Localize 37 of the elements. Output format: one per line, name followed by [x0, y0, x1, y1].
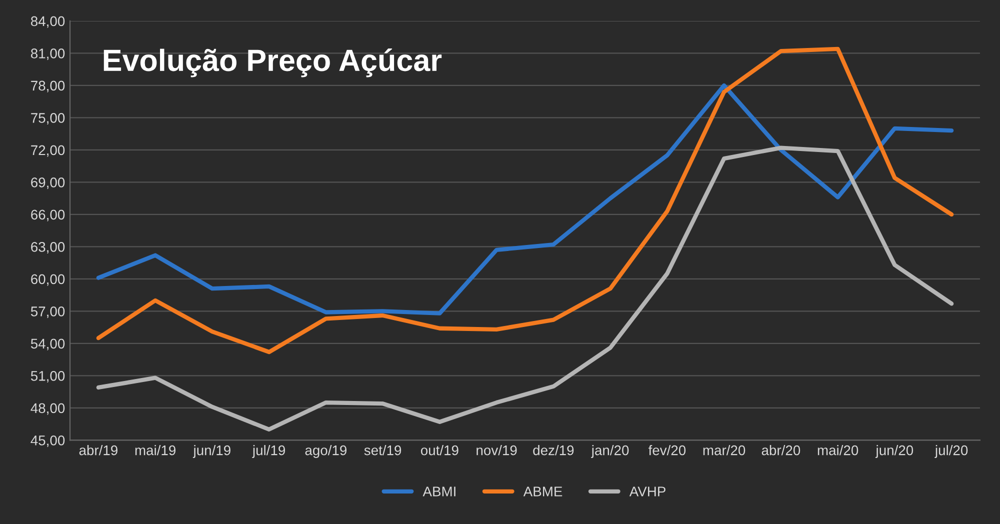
- x-tick-label: nov/19: [476, 445, 517, 456]
- y-tick-label: 48,00: [30, 403, 65, 415]
- x-tick-label: set/19: [364, 445, 402, 456]
- y-tick-label: 51,00: [30, 371, 65, 382]
- text: Evolução Preço Açúcar: [104, 48, 442, 78]
- x-tick-label: dez/19: [533, 445, 574, 456]
- y-tick-label: 45,00: [30, 435, 65, 447]
- y-tick-label: 84,00: [30, 16, 65, 28]
- y-tick-label: 57,00: [30, 306, 65, 318]
- line-series: [96, 46, 954, 354]
- x-tick-label: ago/19: [305, 445, 347, 458]
- line-series: [96, 83, 954, 316]
- x-tick-label: mai/20: [818, 445, 858, 456]
- line-series: [96, 146, 954, 432]
- x-tick-label: abr/20: [762, 445, 800, 456]
- y-tick-label: 78,00: [31, 80, 65, 92]
- y-tick-label: 81,00: [30, 48, 65, 60]
- y-tick-label: 72,00: [31, 145, 65, 157]
- y-tick-label: 69,00: [31, 178, 65, 189]
- y-tick-label: 63,00: [31, 242, 65, 254]
- x-tick-label: abr/19: [79, 445, 118, 456]
- legend-label: ABME: [523, 486, 562, 496]
- legend-label: AVHP: [629, 486, 666, 496]
- y-tick-label: 54,00: [30, 338, 65, 350]
- y-tick-label: 66,00: [31, 210, 65, 222]
- x-tick-label: fev/20: [648, 445, 686, 456]
- y-tick-label: 60,00: [31, 274, 65, 286]
- y-tick-label: 75,00: [31, 113, 65, 125]
- legend-label: ABMI: [422, 486, 456, 496]
- x-tick-label: jan/20: [591, 445, 629, 458]
- x-tick-label: mai/19: [135, 445, 176, 456]
- x-tick-label: jun/20: [875, 445, 914, 458]
- x-tick-label: jul/20: [934, 445, 968, 458]
- x-tick-label: out/19: [420, 445, 458, 456]
- x-tick-label: jun/19: [192, 445, 230, 458]
- x-tick-label: jul/19: [252, 445, 286, 458]
- x-tick-label: mar/20: [703, 445, 746, 456]
